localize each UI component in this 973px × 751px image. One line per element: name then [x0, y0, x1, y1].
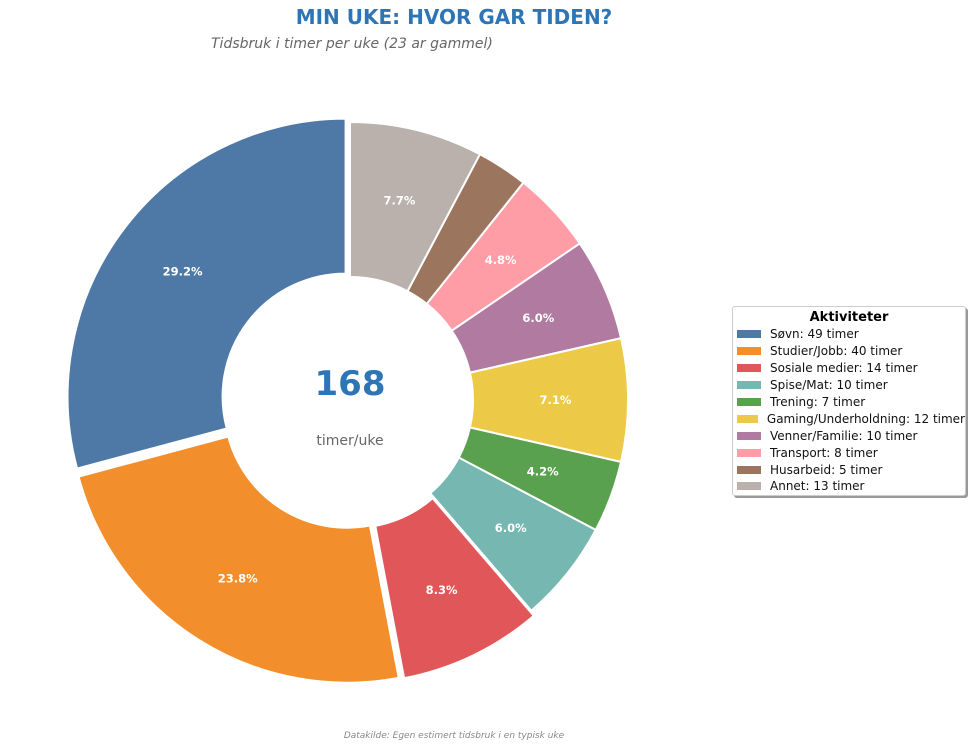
legend-swatch [737, 431, 761, 440]
legend-swatch [737, 364, 761, 373]
slice-percent-label: 6.0% [495, 521, 527, 535]
slice-percent-label: 29.2% [163, 265, 203, 279]
legend-swatch [737, 330, 761, 339]
legend-label: Husarbeid: 5 timer [770, 462, 883, 477]
slice-percent-label: 4.8% [485, 253, 517, 267]
legend-item: Trening: 7 timer [733, 394, 965, 411]
legend: Aktiviteter Søvn: 49 timer Studier/Jobb: … [732, 306, 966, 496]
legend-item: Studier/Jobb: 40 timer [733, 343, 965, 360]
donut-slice-sosiale-medier [374, 496, 536, 680]
legend-swatch [737, 414, 758, 423]
chart-title: MIN UKE: HVOR GAR TIDEN? [295, 5, 613, 29]
legend-label: Spise/Mat: 10 timer [770, 378, 888, 393]
legend-title: Aktiviteter [809, 310, 889, 325]
slice-percent-label: 7.1% [540, 393, 572, 407]
legend-item: Sosiale medier: 14 timer [733, 360, 965, 377]
legend-label: Gaming/Underholdning: 12 timer [766, 411, 965, 426]
legend-swatch [737, 381, 761, 390]
slice-percent-label: 6.0% [522, 311, 554, 325]
chart-subtitle: Tidsbruk i timer per uke (23 ar gammel) [211, 36, 493, 52]
legend-item: Søvn: 49 timer [733, 326, 965, 343]
legend-label: Søvn: 49 timer [770, 327, 859, 342]
legend-swatch [737, 398, 761, 406]
legend-label: Venner/Familie: 10 timer [770, 428, 918, 443]
slice-percent-label: 8.3% [426, 583, 458, 597]
legend-item: Transport: 8 timer [733, 444, 965, 461]
slice-percent-label: 23.8% [218, 572, 258, 586]
donut-hole [227, 277, 473, 523]
donut-slice-søvn [66, 117, 347, 470]
legend-label: Studier/Jobb: 40 timer [770, 344, 903, 359]
slice-percent-label: 7.7% [384, 194, 416, 208]
legend-swatch [737, 482, 761, 491]
legend-item: Husarbeid: 5 timer [733, 461, 965, 478]
legend-item: Venner/Familie: 10 timer [733, 427, 965, 444]
legend-label: Sosiale medier: 14 timer [770, 361, 918, 376]
center-total-value: 168 [314, 364, 386, 404]
legend-label: Annet: 13 timer [770, 479, 865, 494]
center-total-label: timer/uke [316, 433, 384, 449]
legend-label: Transport: 8 timer [770, 445, 878, 460]
legend-item: Gaming/Underholdning: 12 timer [733, 410, 965, 427]
legend-item: Spise/Mat: 10 timer [733, 377, 965, 394]
data-source-footnote: Datakilde: Egen estimert tidsbruk i en t… [343, 731, 565, 741]
legend-swatch [737, 465, 761, 474]
slice-percent-label: 4.2% [527, 464, 559, 478]
donut-slice-studier-jobb [77, 435, 400, 684]
legend-swatch [737, 448, 761, 457]
legend-label: Trening: 7 timer [770, 395, 866, 409]
legend-item: Annet: 13 timer [733, 478, 965, 495]
legend-swatch [737, 347, 761, 356]
